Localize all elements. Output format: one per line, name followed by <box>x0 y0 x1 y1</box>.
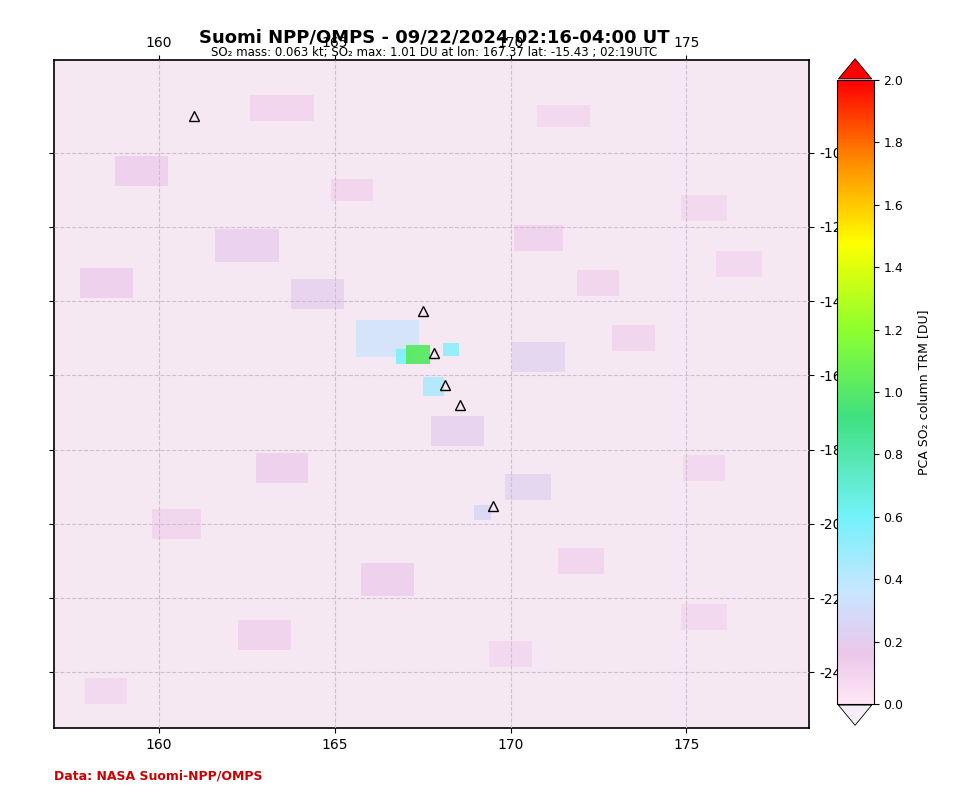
FancyBboxPatch shape <box>716 251 761 277</box>
FancyBboxPatch shape <box>422 378 444 396</box>
FancyBboxPatch shape <box>443 343 458 356</box>
FancyBboxPatch shape <box>681 604 726 630</box>
FancyBboxPatch shape <box>115 157 168 186</box>
Text: SO₂ mass: 0.063 kt; SO₂ max: 1.01 DU at lon: 167.37 lat: -15.43 ; 02:19UTC: SO₂ mass: 0.063 kt; SO₂ max: 1.01 DU at … <box>211 46 657 59</box>
Polygon shape <box>838 58 872 79</box>
FancyBboxPatch shape <box>251 95 314 122</box>
FancyBboxPatch shape <box>291 279 343 309</box>
FancyBboxPatch shape <box>681 195 726 222</box>
FancyBboxPatch shape <box>255 454 308 483</box>
FancyBboxPatch shape <box>215 229 279 262</box>
Text: Data: NASA Suomi-NPP/OMPS: Data: NASA Suomi-NPP/OMPS <box>54 770 262 782</box>
Y-axis label: PCA SO₂ column TRM [DU]: PCA SO₂ column TRM [DU] <box>917 310 930 474</box>
FancyBboxPatch shape <box>514 225 564 251</box>
FancyBboxPatch shape <box>361 563 413 596</box>
FancyBboxPatch shape <box>152 509 201 538</box>
FancyBboxPatch shape <box>682 455 724 482</box>
FancyBboxPatch shape <box>238 620 291 650</box>
FancyBboxPatch shape <box>537 105 590 127</box>
FancyBboxPatch shape <box>489 641 531 666</box>
FancyBboxPatch shape <box>577 270 619 296</box>
FancyBboxPatch shape <box>512 342 565 372</box>
FancyBboxPatch shape <box>474 506 491 520</box>
FancyBboxPatch shape <box>80 268 133 298</box>
FancyBboxPatch shape <box>431 416 485 446</box>
FancyBboxPatch shape <box>612 326 654 351</box>
FancyBboxPatch shape <box>558 548 604 574</box>
FancyBboxPatch shape <box>505 474 551 500</box>
FancyBboxPatch shape <box>396 350 413 364</box>
Polygon shape <box>838 705 872 726</box>
Text: Suomi NPP/OMPS - 09/22/2024 02:16-04:00 UT: Suomi NPP/OMPS - 09/22/2024 02:16-04:00 … <box>199 28 669 46</box>
FancyBboxPatch shape <box>85 678 128 704</box>
FancyBboxPatch shape <box>356 320 419 357</box>
FancyBboxPatch shape <box>406 345 430 363</box>
FancyBboxPatch shape <box>332 178 373 201</box>
